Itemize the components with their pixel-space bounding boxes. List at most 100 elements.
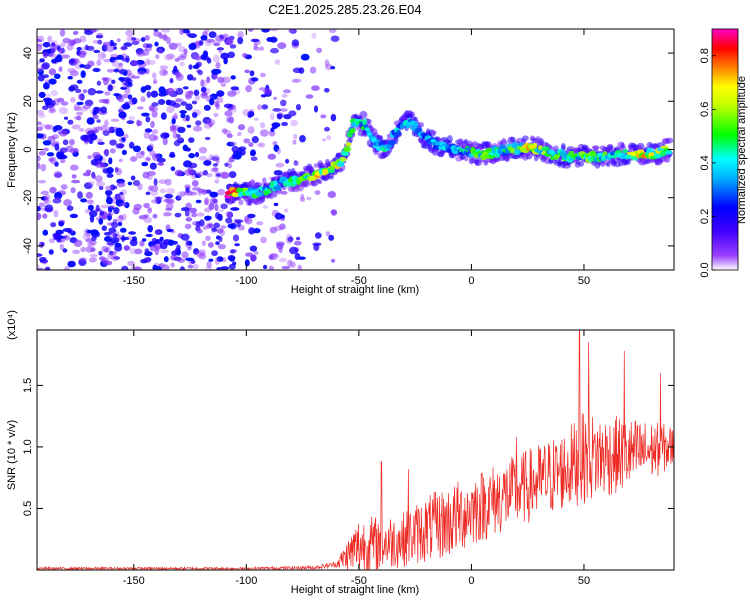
heatmap-noise-cell <box>151 185 159 193</box>
heatmap-noise-cell <box>37 180 47 184</box>
heatmap-noise-cell <box>131 97 138 105</box>
heatmap-noise-cell <box>52 232 61 239</box>
heatmap-noise-cell <box>196 212 205 217</box>
heatmap-noise-cell <box>192 64 199 69</box>
heatmap-noise-cell <box>67 75 73 80</box>
heatmap-noise-cell <box>116 54 125 60</box>
heatmap-noise-cell <box>324 59 330 67</box>
heatmap-noise-cell <box>104 77 112 82</box>
heatmap-noise-cell <box>272 141 278 146</box>
heatmap-ridge-halo <box>557 161 562 168</box>
heatmap-noise-cell <box>228 171 237 179</box>
heatmap-noise-cell <box>109 56 116 63</box>
heatmap-ridge-cell <box>275 184 282 191</box>
heatmap-noise-cell <box>130 156 138 162</box>
heatmap-noise-cell <box>92 129 99 134</box>
heatmap-noise-cell <box>205 235 211 241</box>
heatmap-noise-cell <box>153 29 159 33</box>
heatmap-ridge-cell <box>255 191 264 197</box>
heatmap-noise-cell <box>280 214 285 219</box>
snr-y-tick-label: 0.5 <box>22 501 34 516</box>
heatmap-noise-cell <box>216 90 225 97</box>
colorbar-tick-label: 0.4 <box>699 155 711 170</box>
heatmap-noise-cell <box>96 181 106 188</box>
heatmap-noise-cell <box>300 197 305 202</box>
heatmap-noise-cell <box>311 85 320 91</box>
heatmap-noise-cell <box>147 59 156 65</box>
heatmap-ridge-halo <box>578 160 584 167</box>
heatmap-noise-cell <box>101 44 108 52</box>
heatmap-noise-cell <box>234 219 244 224</box>
heatmap-noise-cell <box>60 101 69 106</box>
heatmap-noise-cell <box>53 125 63 131</box>
heatmap-noise-cell <box>210 230 217 234</box>
heatmap-noise-cell <box>211 227 217 233</box>
heatmap-noise-cell <box>42 140 52 146</box>
heatmap-noise-cell <box>273 96 278 100</box>
heatmap-noise-cell <box>101 225 108 231</box>
heatmap-noise-cell <box>49 186 57 194</box>
heatmap-noise-cell <box>109 39 114 47</box>
heatmap-noise-cell <box>177 55 187 61</box>
heatmap-noise-cell <box>113 207 120 215</box>
heatmap-noise-cell <box>97 52 107 60</box>
heatmap-noise-cell <box>86 233 92 238</box>
heatmap-noise-cell <box>143 202 150 209</box>
heatmap-noise-cell <box>37 43 43 48</box>
heatmap-noise-cell <box>82 104 92 110</box>
heatmap-noise-cell <box>219 34 224 40</box>
heatmap-noise-cell <box>194 55 203 61</box>
heatmap-x-axis: -150 -100 -50 0 50 <box>123 29 590 287</box>
heatmap-noise-cell <box>216 47 224 51</box>
heatmap-ridge-cell <box>339 156 347 162</box>
heatmap-noise-cell <box>165 198 175 204</box>
heatmap-ridge-halo <box>665 137 674 144</box>
heatmap-noise-cell <box>163 256 169 263</box>
heatmap-noise-cell <box>43 97 52 103</box>
heatmap-noise-cell <box>234 243 240 247</box>
heatmap-noise-cell <box>44 194 51 201</box>
heatmap-noise-cell <box>293 160 298 166</box>
heatmap-noise-cell <box>330 113 337 122</box>
heatmap-noise-cell <box>64 266 70 270</box>
heatmap-noise-cell <box>214 179 220 184</box>
heatmap-noise-cell <box>204 136 211 141</box>
heatmap-noise-cell <box>210 167 218 173</box>
heatmap-noise-cell <box>144 58 151 66</box>
heatmap-noise-cell <box>188 64 193 70</box>
heatmap-noise-cell <box>159 188 166 194</box>
heatmap-noise-cell <box>216 173 221 177</box>
heatmap-noise-cell <box>230 207 240 211</box>
heatmap-noise-cell <box>88 180 95 186</box>
heatmap-noise-cell <box>256 221 264 226</box>
heatmap-noise-cell <box>106 193 111 199</box>
heatmap-noise-cell <box>237 36 244 45</box>
colorbar-tick-label: 0.8 <box>699 48 711 63</box>
heatmap-noise-cell <box>47 35 52 43</box>
heatmap-noise-cell <box>228 263 236 270</box>
heatmap-noise-cell <box>102 99 109 104</box>
heatmap-noise-cell <box>294 252 301 261</box>
heatmap-noise-cell <box>173 65 178 73</box>
heatmap-noise-cell <box>42 213 48 219</box>
heatmap-ridge-halo <box>636 142 645 150</box>
heatmap-noise-cell <box>257 104 262 111</box>
heatmap-noise-cell <box>275 241 285 247</box>
heatmap-ridge-cell <box>653 153 662 159</box>
heatmap-noise-cell <box>92 151 101 160</box>
heatmap-noise-cell <box>226 211 234 219</box>
heatmap-noise-cell <box>203 160 212 166</box>
heatmap-noise-cell <box>102 130 110 137</box>
heatmap-noise-cell <box>86 229 94 234</box>
heatmap-noise-cell <box>197 69 203 76</box>
heatmap-noise-cell <box>73 103 80 112</box>
heatmap-noise-cell <box>120 46 128 50</box>
heatmap-noise-cell <box>201 79 208 87</box>
heatmap-noise-cell <box>78 127 85 132</box>
heatmap-noise-cell <box>220 266 230 270</box>
heatmap-noise-cell <box>293 133 298 140</box>
heatmap-noise-cell <box>209 97 215 106</box>
heatmap-noise-cell <box>153 266 163 270</box>
heatmap-ridge-cell <box>622 148 629 154</box>
heatmap-ridge-halo <box>625 158 631 165</box>
